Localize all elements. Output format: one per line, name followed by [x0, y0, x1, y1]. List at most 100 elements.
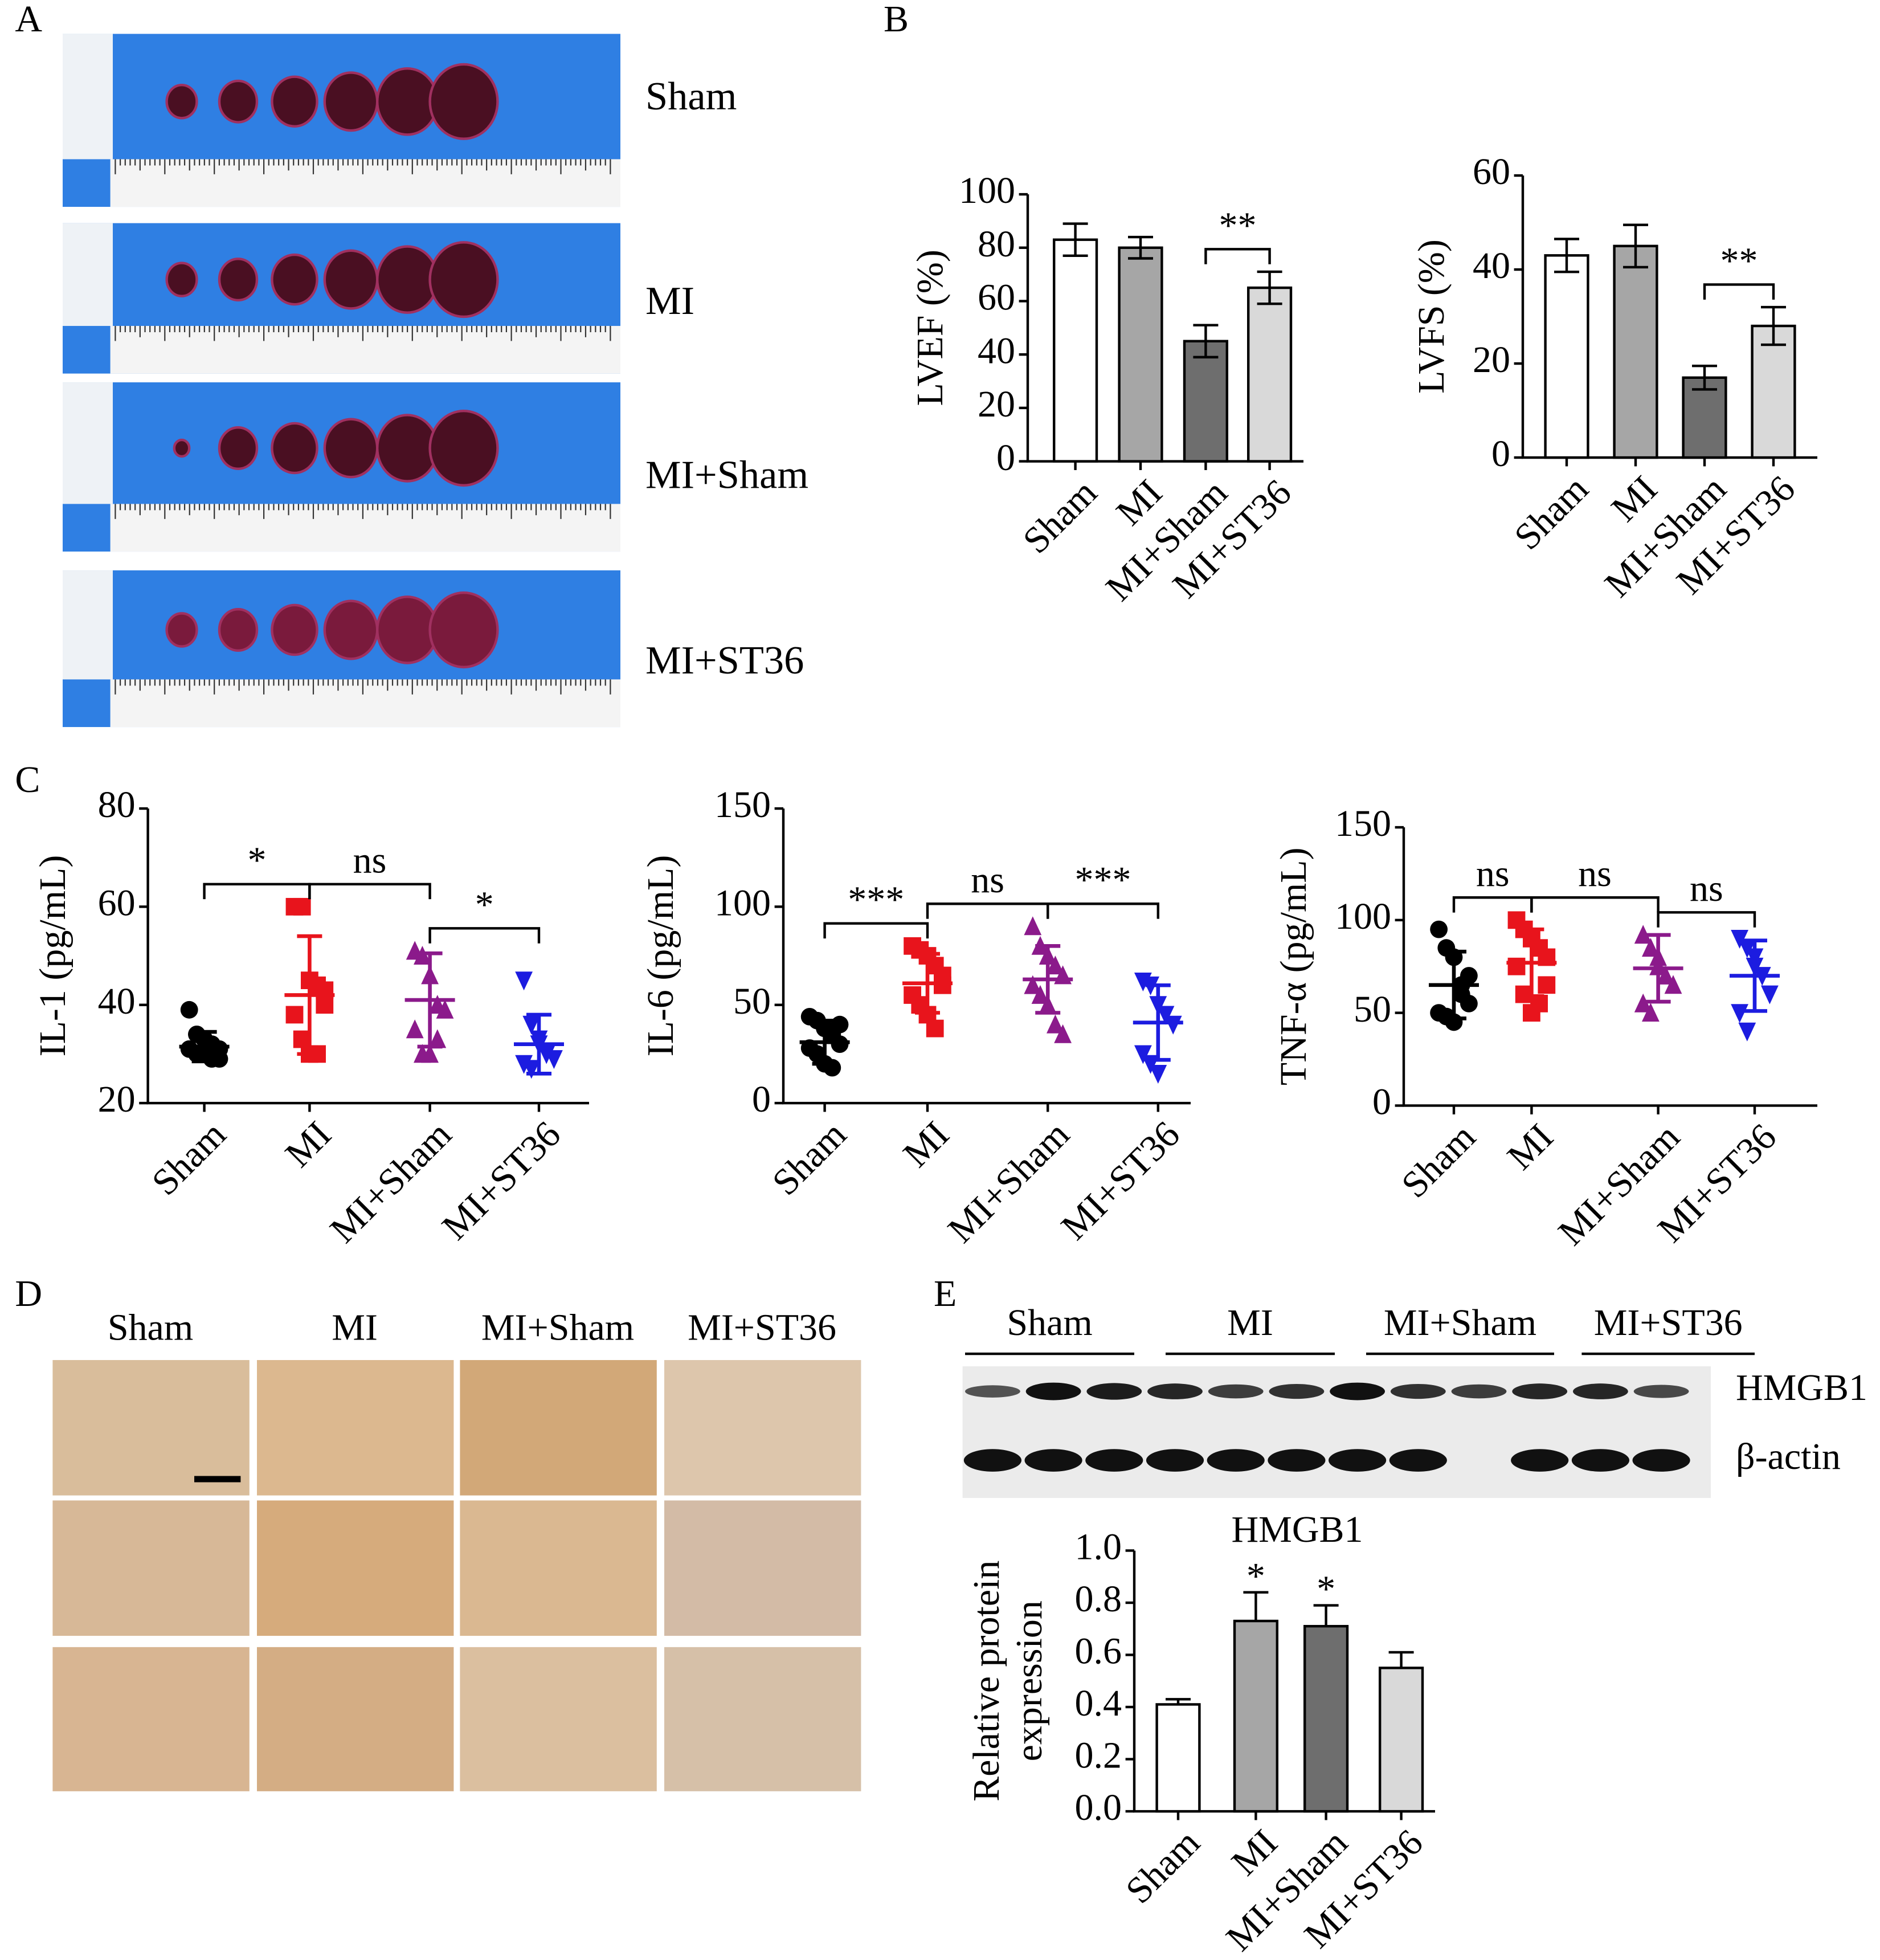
data-point [1164, 1015, 1182, 1035]
data-point [1452, 985, 1470, 1003]
heart-slice [376, 67, 439, 136]
error-bar [1761, 305, 1787, 346]
significance-label: ns [1690, 868, 1723, 909]
blot-band [1085, 1449, 1143, 1472]
y-tick-label: 50 [733, 981, 771, 1022]
y-tick-label: 100 [959, 170, 1015, 211]
data-point [210, 1050, 228, 1068]
error-bar [1313, 1604, 1339, 1627]
heart-slice [428, 63, 499, 140]
significance-bracket [1047, 903, 1160, 919]
error-bar [1062, 222, 1088, 258]
significance-bracket [203, 883, 311, 900]
y-axis-label: expression [1008, 1600, 1050, 1761]
bar [1155, 1703, 1201, 1813]
data-point [1134, 1045, 1152, 1064]
y-tick-label: 80 [978, 223, 1015, 265]
ruler [110, 504, 621, 552]
blot-band [1025, 1382, 1081, 1400]
blot-group: MI+ST36 [1594, 1302, 1743, 1344]
x-tick-label: MI+ST36 [434, 1113, 569, 1248]
data-point [1047, 956, 1064, 975]
chart-title: HMGB1 [1231, 1509, 1363, 1550]
x-tick-label: Sham [144, 1113, 234, 1203]
data-point [406, 1019, 424, 1039]
y-tick-label: 100 [1335, 896, 1391, 937]
significance-label: *** [1074, 859, 1131, 901]
photo-label: MI+Sham [645, 453, 808, 497]
heart-slice [165, 612, 198, 648]
y-axis-label: IL-1 (pg/mL) [32, 855, 73, 1057]
heart-slice [428, 591, 499, 669]
histology-image [52, 1360, 250, 1496]
significance-bracket [1657, 911, 1756, 928]
sd-bar [417, 951, 443, 1049]
blot-band [1511, 1449, 1569, 1472]
photo-label: MI+ST36 [645, 638, 804, 683]
y-tick-label: 40 [98, 981, 136, 1022]
sd-bar [1519, 927, 1544, 998]
data-point [515, 971, 533, 991]
data-point [1024, 916, 1042, 936]
blot-band [965, 1385, 1020, 1398]
data-point [522, 1015, 541, 1035]
panel-label: D [15, 1273, 42, 1314]
data-point [1507, 957, 1526, 975]
significance-label: ** [1720, 240, 1758, 281]
x-tick-label: Sham [1393, 1116, 1483, 1206]
data-point [1634, 925, 1652, 944]
heart-slice [323, 249, 379, 310]
data-point [180, 1001, 198, 1019]
histology-image [664, 1500, 861, 1636]
data-point [1731, 1004, 1748, 1023]
x-tick-label: Sham [765, 1113, 855, 1203]
bar [1379, 1667, 1424, 1813]
data-point [428, 1029, 447, 1048]
y-axis-label: IL-6 (pg/mL) [640, 855, 681, 1057]
bar [1613, 244, 1658, 459]
heart-slice [165, 262, 198, 297]
x-tick-label: Sham [1015, 472, 1105, 562]
significance-label: ns [353, 840, 387, 881]
significance-bracket [1530, 896, 1660, 913]
data-point [1460, 967, 1478, 985]
histology-image [257, 1360, 454, 1496]
x-tick-label: MI+ST36 [1053, 1113, 1188, 1248]
panel-label: B [884, 0, 909, 40]
data-point [1664, 975, 1682, 994]
y-tick-label: 0 [752, 1079, 771, 1120]
blot-band [1633, 1385, 1689, 1398]
ruler [110, 326, 621, 374]
data-point [1634, 993, 1652, 1012]
bar [1233, 1619, 1278, 1813]
data-point [1024, 975, 1042, 994]
y-tick-label: 40 [1473, 245, 1510, 287]
axis [782, 808, 1191, 1105]
significance-bracket [823, 922, 929, 939]
y-tick-label: 20 [978, 383, 1015, 425]
error-bar [1554, 238, 1579, 273]
y-tick-label: 40 [978, 330, 1015, 371]
error-bar [1692, 364, 1718, 391]
panel-label: C [15, 759, 40, 801]
y-tick-label: 20 [98, 1079, 136, 1120]
y-tick-label: 150 [1335, 803, 1391, 844]
blot-band [1208, 1384, 1264, 1399]
x-tick-label: MI [277, 1113, 340, 1175]
data-point [1738, 1022, 1756, 1042]
blot-band [1571, 1449, 1629, 1472]
bar [1183, 340, 1228, 463]
significance-label: ns [1476, 853, 1510, 895]
data-point [1538, 976, 1556, 994]
bar [1118, 246, 1163, 463]
heart-slice [173, 438, 191, 458]
blot-band [1389, 1449, 1447, 1472]
blot-band [1147, 1383, 1203, 1399]
y-tick-label: 60 [978, 277, 1015, 318]
histology-image [257, 1647, 454, 1791]
significance-bracket [308, 883, 431, 900]
histology-image [257, 1500, 454, 1636]
blot-band [1207, 1449, 1265, 1472]
y-axis-label: LVFS (%) [1411, 239, 1452, 394]
sd-bar [191, 1030, 217, 1064]
